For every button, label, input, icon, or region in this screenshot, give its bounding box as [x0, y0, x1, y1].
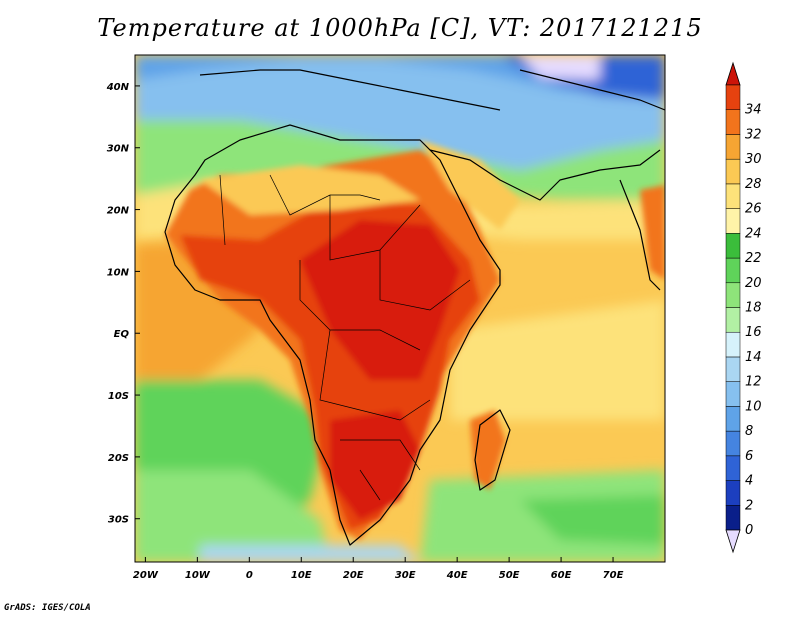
lat-tick-label: 40N: [106, 82, 130, 93]
colorbar-segment: [725, 480, 741, 506]
colorbar-segment: [725, 356, 741, 382]
lon-tick-label: 10E: [291, 570, 312, 581]
colorbar-segment: [725, 307, 741, 333]
lon-tick-label: 20E: [343, 570, 364, 581]
colorbar-max-triangle: [725, 61, 741, 86]
colorbar-segment: [725, 282, 741, 308]
map-frame: [134, 54, 666, 563]
colorbar-segment: [725, 84, 741, 110]
lon-tick-label: 40E: [446, 570, 468, 581]
colorbar-label: 30: [745, 152, 762, 167]
lat-tick-label: 10S: [108, 391, 129, 402]
colorbar-label: 32: [745, 127, 762, 142]
colorbar-segment: [725, 505, 741, 531]
colorbar-label: 18: [745, 301, 762, 316]
colorbar-label: 16: [745, 325, 762, 340]
colorbar-segment: [725, 208, 741, 234]
colorbar-segment: [725, 406, 741, 432]
lon-tick-label: 10W: [185, 570, 211, 581]
lat-tick-label: 30S: [108, 515, 129, 526]
lon-tick-label: 30E: [395, 570, 416, 581]
colorbar-label: 28: [745, 177, 762, 192]
colorbar-segment: [725, 331, 741, 358]
lon-tick-label: 0: [246, 570, 253, 581]
lat-tick-label: 20N: [107, 206, 130, 217]
colorbar-segment: [725, 183, 741, 209]
map-title: Temperature at 1000hPa [C], VT: 20171212…: [97, 14, 703, 42]
lon-tick-label: 50E: [499, 570, 520, 581]
colorbar-label: 2: [745, 498, 753, 513]
lon-tick-label: 20W: [133, 570, 159, 581]
colorbar-label: 12: [745, 375, 762, 390]
colorbar-segment: [725, 158, 741, 185]
colorbar-label: 22: [745, 251, 762, 266]
colorbar-label: 34: [745, 103, 762, 118]
colorbar-label: 6: [745, 449, 753, 464]
colorbar-segment: [725, 233, 741, 259]
longitude-axis: 20W 10W 0 10E 20E 30E 40E 50E 60E 70E: [133, 557, 624, 581]
colorbar-segment: [725, 381, 741, 407]
colorbar-label: 24: [745, 226, 762, 241]
footer-credit: GrADS: IGES/COLA: [4, 603, 91, 613]
latitude-axis: 40N 30N 20N 10N EQ 10S 20S 30S: [106, 82, 140, 526]
colorbar-segment: [725, 455, 741, 481]
colorbar-segment: [725, 109, 741, 135]
colorbar-min-triangle: [725, 529, 741, 554]
colorbar-label: 20: [745, 276, 762, 291]
colorbar-segment: [725, 430, 741, 457]
colorbar-segment: [725, 134, 741, 160]
colorbar-label: 14: [745, 350, 762, 365]
lat-tick-label: 30N: [107, 144, 130, 155]
colorbar-label: 10: [745, 399, 762, 414]
lon-tick-label: 70E: [603, 570, 624, 581]
colorbar-label: 0: [745, 523, 753, 538]
colorbar-label: 26: [745, 202, 762, 217]
colorbar-label: 8: [745, 424, 753, 439]
colorbar-segment: [725, 257, 741, 284]
lat-tick-label: EQ: [114, 329, 130, 340]
lat-tick-label: 20S: [108, 453, 129, 464]
lat-tick-label: 10N: [107, 267, 130, 278]
temperature-field: [135, 55, 665, 562]
colorbar-label: 4: [745, 474, 753, 489]
lon-tick-label: 60E: [551, 570, 572, 581]
